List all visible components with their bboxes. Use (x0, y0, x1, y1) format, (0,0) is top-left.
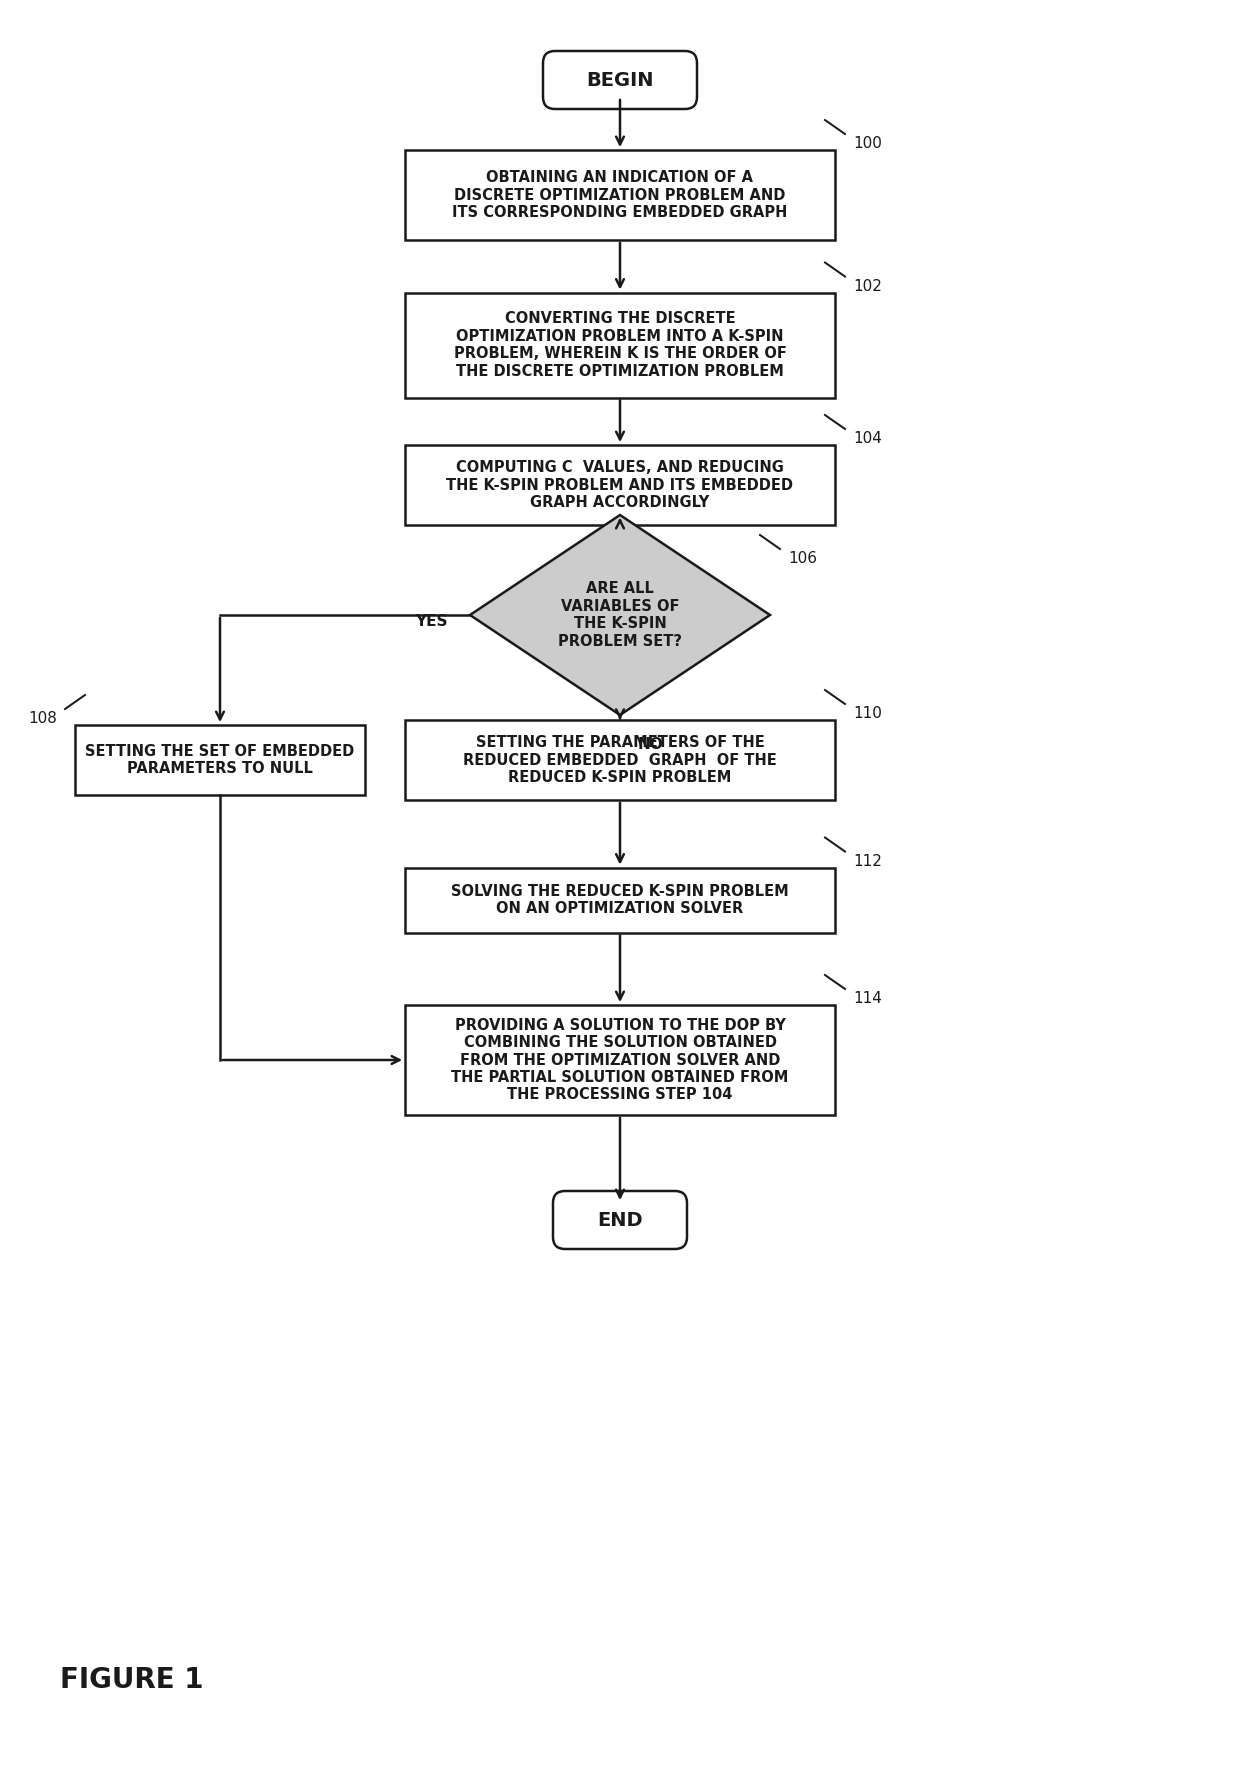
Text: 108: 108 (29, 710, 57, 726)
FancyBboxPatch shape (405, 1005, 835, 1116)
Text: 112: 112 (853, 853, 882, 869)
Text: ARE ALL
VARIABLES OF
THE K-SPIN
PROBLEM SET?: ARE ALL VARIABLES OF THE K-SPIN PROBLEM … (558, 582, 682, 648)
Text: COMPUTING C  VALUES, AND REDUCING
THE K-SPIN PROBLEM AND ITS EMBEDDED
GRAPH ACCO: COMPUTING C VALUES, AND REDUCING THE K-S… (446, 461, 794, 511)
Text: YES: YES (415, 614, 448, 628)
FancyBboxPatch shape (74, 725, 365, 794)
Text: FIGURE 1: FIGURE 1 (60, 1665, 203, 1694)
Text: SETTING THE SET OF EMBEDDED
PARAMETERS TO NULL: SETTING THE SET OF EMBEDDED PARAMETERS T… (86, 744, 355, 776)
Text: PROVIDING A SOLUTION TO THE DOP BY
COMBINING THE SOLUTION OBTAINED
FROM THE OPTI: PROVIDING A SOLUTION TO THE DOP BY COMBI… (451, 1017, 789, 1103)
Text: 100: 100 (853, 136, 882, 152)
FancyBboxPatch shape (405, 444, 835, 525)
Text: 104: 104 (853, 430, 882, 446)
Text: SETTING THE PARAMETERS OF THE
REDUCED EMBEDDED  GRAPH  OF THE
REDUCED K-SPIN PRO: SETTING THE PARAMETERS OF THE REDUCED EM… (463, 735, 777, 785)
Text: NO: NO (639, 737, 663, 751)
Text: 102: 102 (853, 278, 882, 293)
Text: 110: 110 (853, 707, 882, 721)
FancyBboxPatch shape (405, 150, 835, 239)
Polygon shape (470, 516, 770, 716)
FancyBboxPatch shape (405, 719, 835, 800)
Text: BEGIN: BEGIN (587, 70, 653, 89)
Text: END: END (598, 1210, 642, 1230)
Text: OBTAINING AN INDICATION OF A
DISCRETE OPTIMIZATION PROBLEM AND
ITS CORRESPONDING: OBTAINING AN INDICATION OF A DISCRETE OP… (453, 170, 787, 220)
Text: SOLVING THE REDUCED K-SPIN PROBLEM
ON AN OPTIMIZATION SOLVER: SOLVING THE REDUCED K-SPIN PROBLEM ON AN… (451, 884, 789, 916)
FancyBboxPatch shape (405, 293, 835, 398)
FancyBboxPatch shape (405, 868, 835, 932)
Text: 114: 114 (853, 991, 882, 1007)
FancyBboxPatch shape (553, 1191, 687, 1249)
Text: CONVERTING THE DISCRETE
OPTIMIZATION PROBLEM INTO A K-SPIN
PROBLEM, WHEREIN K IS: CONVERTING THE DISCRETE OPTIMIZATION PRO… (454, 311, 786, 378)
Text: 106: 106 (787, 552, 817, 566)
FancyBboxPatch shape (543, 52, 697, 109)
